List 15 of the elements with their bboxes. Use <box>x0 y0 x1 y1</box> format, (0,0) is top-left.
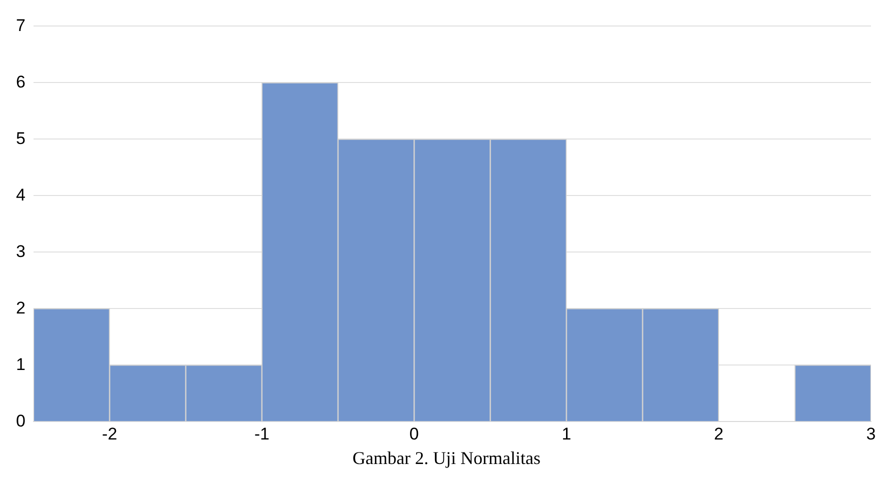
x-tick-label: -2 <box>102 424 118 444</box>
y-tick-label: 2 <box>16 298 26 318</box>
x-tick-label: 3 <box>866 424 876 444</box>
x-tick-label: 2 <box>714 424 724 444</box>
x-tick-label: -1 <box>254 424 270 444</box>
x-tick-label: 0 <box>409 424 419 444</box>
y-tick-label: 4 <box>16 185 26 204</box>
y-tick-label: 5 <box>16 128 26 148</box>
y-tick-label: 3 <box>16 242 26 261</box>
text: Gambar 2. Uji Normalitas <box>352 448 542 469</box>
y-tick-label: 7 <box>16 16 26 35</box>
x-tick-label: 1 <box>562 424 572 444</box>
y-tick-label: 0 <box>16 411 26 430</box>
y-tick-label: 6 <box>16 72 26 92</box>
y-tick-label: 1 <box>16 354 26 374</box>
